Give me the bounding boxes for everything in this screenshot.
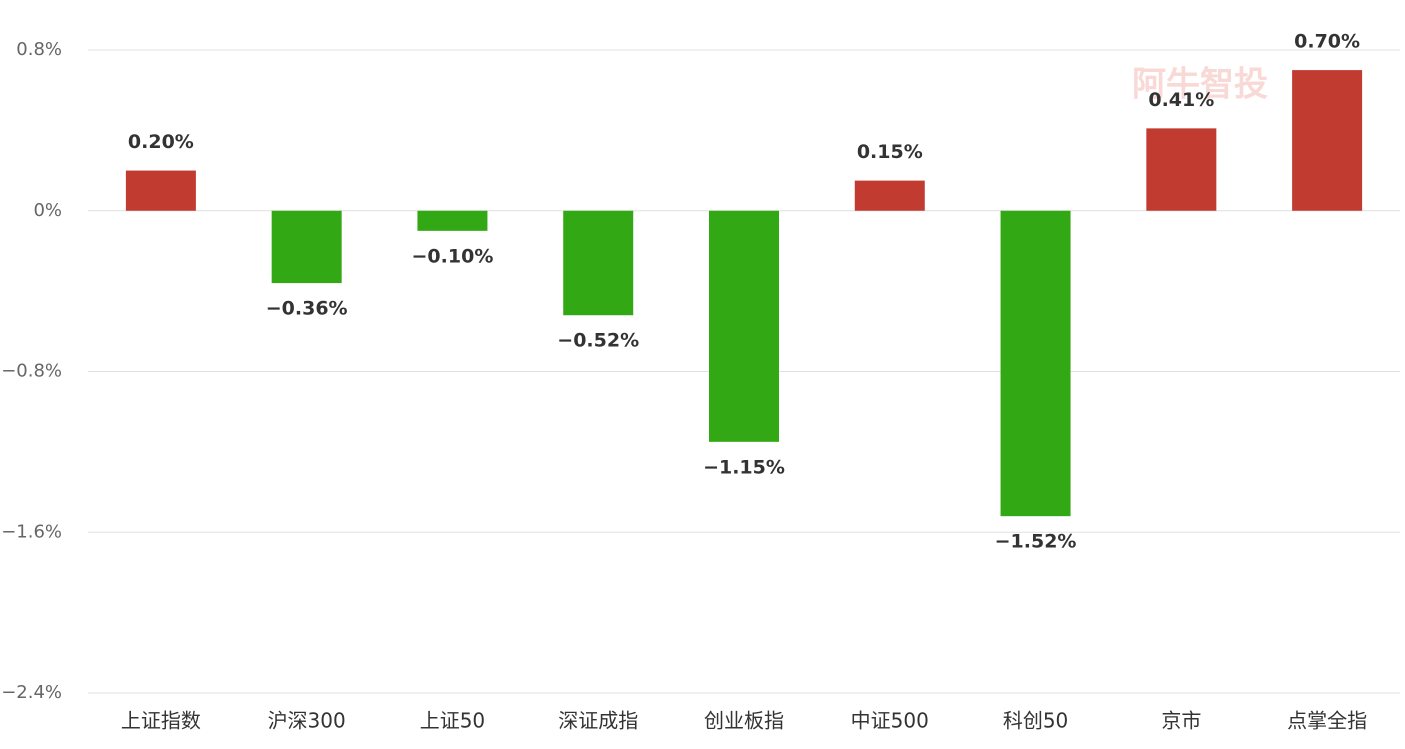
bar bbox=[1146, 128, 1217, 211]
value-label: −0.36% bbox=[266, 298, 348, 320]
y-tick-label: 0% bbox=[33, 200, 62, 221]
bar bbox=[709, 210, 779, 442]
y-tick-label: 0.8% bbox=[16, 39, 62, 60]
value-label: 0.20% bbox=[128, 131, 194, 153]
value-label: 0.70% bbox=[1294, 31, 1360, 53]
value-label: −1.15% bbox=[703, 456, 785, 478]
x-tick-label: 科创50 bbox=[1003, 709, 1068, 733]
x-tick-label: 上证指数 bbox=[121, 709, 201, 733]
x-tick-label: 深证成指 bbox=[558, 709, 638, 733]
y-tick-label: −0.8% bbox=[1, 361, 62, 382]
bar bbox=[125, 170, 196, 211]
x-tick-label: 上证50 bbox=[420, 709, 485, 733]
value-label: −1.52% bbox=[995, 531, 1077, 553]
value-label: −0.52% bbox=[557, 330, 639, 352]
y-tick-label: −2.4% bbox=[1, 682, 62, 703]
y-tick-label: −1.6% bbox=[1, 521, 62, 542]
x-tick-label: 创业板指 bbox=[704, 709, 784, 733]
value-label: −0.10% bbox=[412, 245, 494, 267]
bar bbox=[1292, 70, 1363, 211]
watermark: 阿牛智投 bbox=[1132, 65, 1268, 105]
bar bbox=[417, 210, 488, 231]
bar bbox=[563, 210, 634, 316]
x-tick-label: 沪深300 bbox=[268, 709, 346, 733]
x-tick-label: 京市 bbox=[1161, 709, 1201, 733]
bar bbox=[271, 210, 342, 284]
bar bbox=[854, 180, 925, 211]
x-tick-label: 中证500 bbox=[851, 709, 929, 733]
x-tick-label: 点掌全指 bbox=[1287, 709, 1367, 733]
bar bbox=[1000, 210, 1071, 517]
value-label: 0.15% bbox=[857, 141, 923, 163]
value-label: 0.41% bbox=[1148, 89, 1214, 111]
